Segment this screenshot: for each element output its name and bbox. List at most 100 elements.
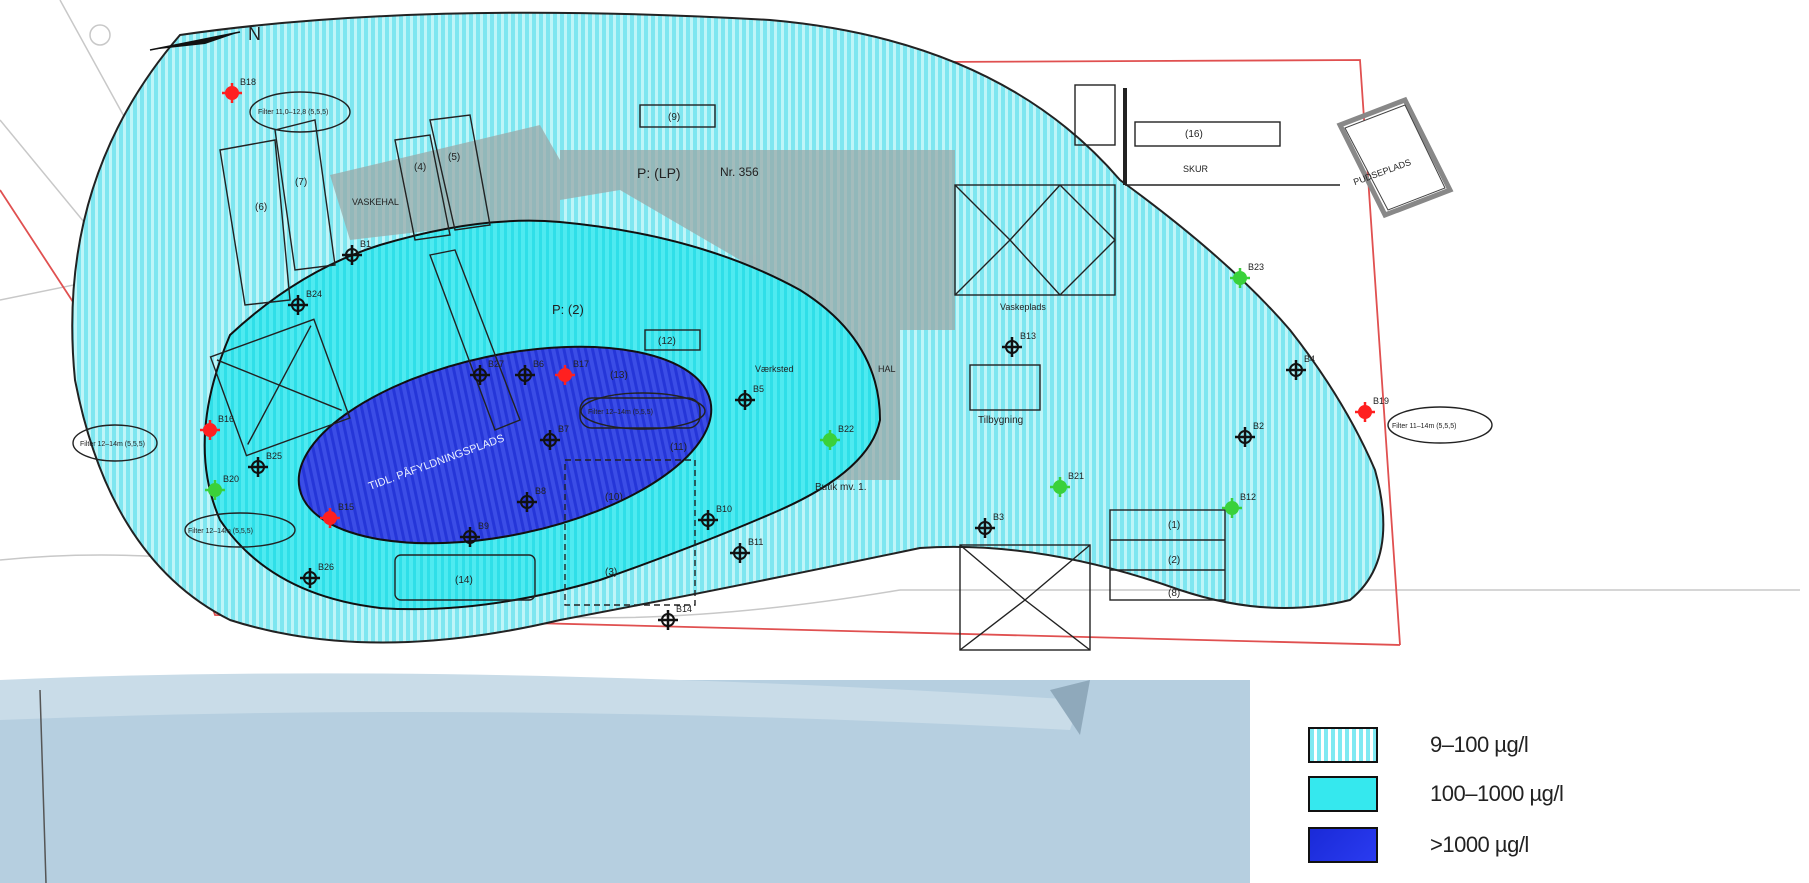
legend-swatch-high [1308,827,1378,863]
legend: 9–100 µg/l 100–1000 µg/l >1000 µg/l [1300,700,1800,883]
well-label: B18 [240,77,256,87]
label-b5: (5) [448,152,460,163]
well-marker: B25 [248,451,282,477]
label-b11: (11) [670,442,687,453]
legend-label-mid: 100–1000 µg/l [1430,781,1564,806]
label-b14: (14) [455,575,473,586]
north-label: N [248,24,261,44]
well-marker: B18 [222,77,256,103]
well-label: B4 [1304,354,1315,364]
legend-swatch-low [1308,727,1378,763]
callout-2: Filter 12–14m (5,5,5) [80,441,145,448]
legend-label-high: >1000 µg/l [1430,832,1529,857]
callout-4: Filter 12–14m (5,5,5) [588,409,653,416]
label-vaskehal: VASKEHAL [352,197,399,207]
well-label: B3 [993,512,1004,522]
well-marker: B16 [200,414,234,440]
well-marker: B23 [1230,262,1264,288]
well-marker: B13 [1002,331,1036,357]
label-b9: (9) [668,112,680,123]
label-b6: (6) [255,202,267,213]
label-tilbygning: Tilbygning [978,415,1023,426]
callout-5: Filter 11–14m (5,5,5) [1392,423,1456,430]
well-marker: B5 [735,384,764,410]
legend-item-high: >1000 µg/l [1308,825,1529,865]
well-label: B25 [266,451,282,461]
well-marker: B6 [515,359,544,385]
label-b4: (4) [414,162,426,173]
well-label: B22 [838,424,854,434]
legend-item-mid: 100–1000 µg/l [1308,774,1564,814]
well-label: B27 [488,359,504,369]
well-label: B23 [1248,262,1264,272]
well-label: B10 [716,504,732,514]
well-label: B12 [1240,492,1256,502]
well-marker: B19 [1355,396,1389,422]
legend-label-low: 9–100 µg/l [1430,732,1529,757]
callout-3: Filter 12–14m (5,5,5) [188,528,253,535]
well-label: B14 [676,604,692,614]
well-label: B5 [753,384,764,394]
label-vaskeplads: Vaskeplads [1000,302,1046,312]
well-marker: B17 [555,359,589,385]
label-nr356: Nr. 356 [720,165,759,179]
label-vaerksted: Værksted [755,364,794,374]
well-label: B11 [748,537,763,547]
well-marker: B24 [288,289,322,315]
well-marker: B15 [320,502,354,528]
well-marker: B11 [730,537,763,563]
well-marker: B20 [205,474,239,500]
label-b12: (12) [658,336,676,347]
well-label: B20 [223,474,239,484]
well-label: B7 [558,424,569,434]
label-b13: (13) [610,370,628,381]
building-outlines [72,84,1493,651]
label-skur: SKUR [1183,164,1209,174]
well-marker: B2 [1235,421,1264,447]
well-label: B9 [478,521,489,531]
legend-swatch-mid [1308,776,1378,812]
well-marker: B21 [1050,471,1084,497]
well-marker: B26 [300,562,334,588]
well-marker: B27 [470,359,504,385]
well-marker: B1 [342,239,371,265]
label-b2: (2) [1168,555,1180,566]
well-label: B21 [1068,471,1084,481]
label-b3: (3) [605,567,617,578]
well-label: B8 [535,486,546,496]
filter-callouts: Filter 11,0–12,8 (5,5,5) Filter 12–14m (… [80,109,1456,535]
well-marker: B9 [460,521,489,547]
label-b8: (8) [1168,588,1180,599]
well-label: B19 [1373,396,1389,406]
label-b10: (10) [605,492,623,503]
label-p2: P: (2) [552,302,584,317]
well-marker: B8 [517,486,546,512]
well-label: B17 [573,359,589,369]
well-marker: B7 [540,424,569,450]
well-label: B2 [1253,421,1264,431]
well-label: B1 [360,239,371,249]
well-marker: B22 [820,424,854,450]
well-marker: B4 [1286,354,1315,380]
well-label: B24 [306,289,322,299]
well-label: B15 [338,502,354,512]
well-label: B6 [533,359,544,369]
well-marker: B3 [975,512,1004,538]
label-p-lp: P: (LP) [637,165,681,181]
wells: B18 B19 B17 B16 B15 B20 B23 B22 B21 B12 B13 B4 B5 B6 B… [200,77,1389,630]
well-label: B13 [1020,331,1036,341]
bottom-band [0,673,1250,883]
label-butik: Butik mv. 1. [815,482,867,493]
legend-item-low: 9–100 µg/l [1308,725,1529,765]
well-marker: B12 [1222,492,1256,518]
well-marker: B14 [658,604,692,630]
label-hal: HAL [878,364,896,374]
well-label: B26 [318,562,334,572]
well-label: B16 [218,414,234,424]
north-arrow-icon [149,31,241,51]
label-b1: (1) [1168,520,1180,531]
label-b7: (7) [295,177,307,188]
label-b16: (16) [1185,129,1203,140]
well-marker: B10 [698,504,732,530]
